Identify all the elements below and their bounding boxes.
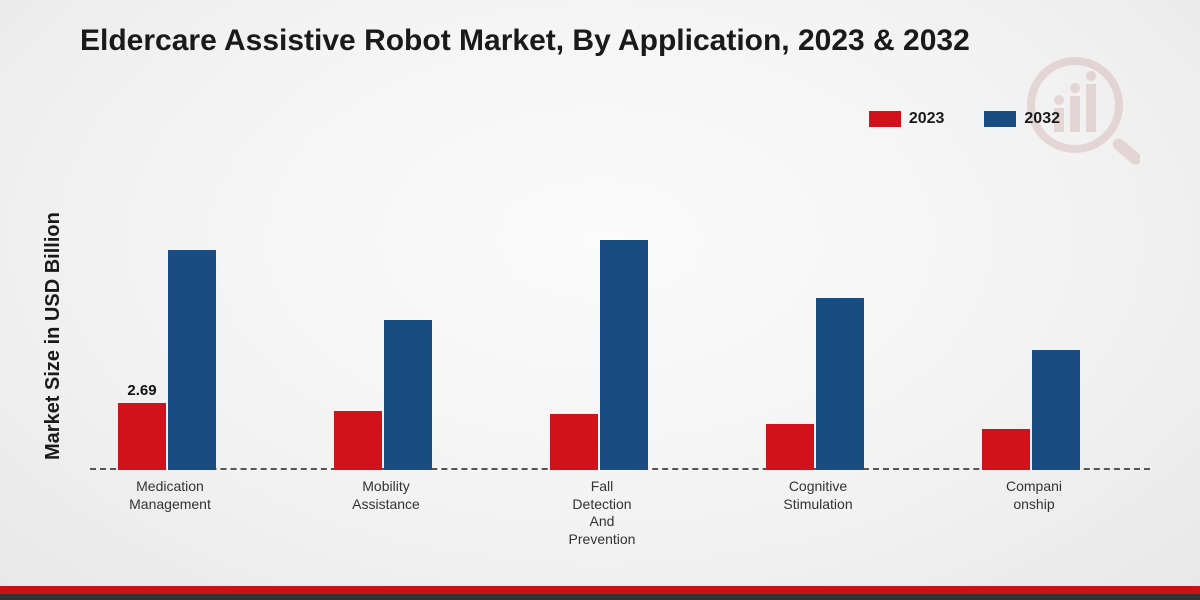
x-label-4: Companionship — [964, 478, 1104, 513]
x-label-0: MedicationManagement — [100, 478, 240, 513]
bar-2023-3 — [766, 424, 814, 470]
bar-2032-1 — [384, 320, 432, 470]
bar-2032-0 — [168, 250, 216, 470]
value-label-0: 2.69 — [112, 382, 172, 399]
bar-2032-3 — [816, 298, 864, 471]
bar-2023-1 — [334, 411, 382, 470]
legend-swatch-2032 — [984, 111, 1016, 127]
bar-2032-2 — [600, 240, 648, 470]
bar-2023-4 — [982, 429, 1030, 470]
legend: 2023 2032 — [869, 110, 1060, 128]
x-axis-labels: MedicationManagement MobilityAssistance … — [90, 478, 1150, 558]
legend-item-2032: 2032 — [984, 110, 1060, 128]
chart-title: Eldercare Assistive Robot Market, By App… — [80, 24, 970, 58]
bar-2023-0 — [118, 403, 166, 470]
legend-swatch-2023 — [869, 111, 901, 127]
x-label-1: MobilityAssistance — [316, 478, 456, 513]
legend-item-2023: 2023 — [869, 110, 945, 128]
bar-2023-2 — [550, 414, 598, 470]
x-label-2: FallDetectionAndPrevention — [532, 478, 672, 548]
y-axis-label: Market Size in USD Billion — [42, 212, 65, 460]
bar-2032-4 — [1032, 350, 1080, 470]
legend-label-2032: 2032 — [1024, 110, 1060, 128]
x-label-3: CognitiveStimulation — [748, 478, 888, 513]
chart-page: Eldercare Assistive Robot Market, By App… — [0, 0, 1200, 600]
footer-bar — [0, 586, 1200, 600]
plot-area: 2.69 — [90, 170, 1150, 470]
legend-label-2023: 2023 — [909, 110, 945, 128]
